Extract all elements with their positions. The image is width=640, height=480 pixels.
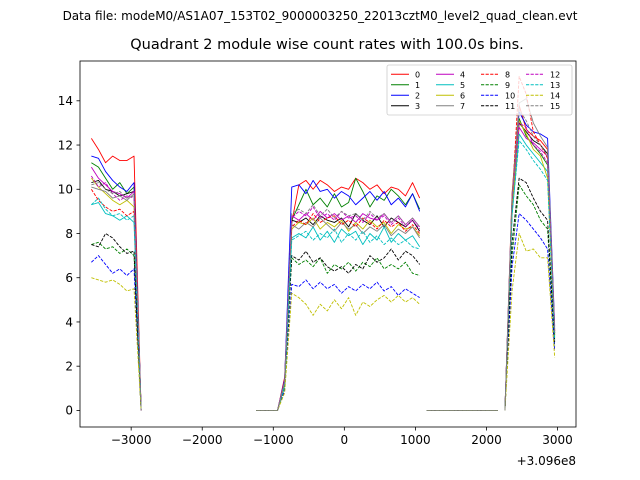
legend-entry-15: 15 <box>526 102 560 111</box>
x-axis-offset-label: +3.096e8 <box>517 454 576 468</box>
series-6-line-segment <box>91 177 142 411</box>
series-10-line-segment <box>504 213 556 411</box>
series-2-line-segment <box>91 155 142 411</box>
legend-entry-1: 1 <box>391 81 420 90</box>
series-0-line-segment <box>90 138 142 411</box>
legend-label: 2 <box>415 91 420 100</box>
legend-entry-14: 14 <box>526 91 560 100</box>
legend-label: 11 <box>505 102 515 111</box>
legend-label: 6 <box>460 91 465 100</box>
series-3-line-segment <box>91 179 142 411</box>
series-14-line-segment <box>91 277 142 411</box>
series-7-line-segment <box>256 217 421 411</box>
y-tick-label: 6 <box>65 271 73 285</box>
legend-entry-0: 0 <box>391 70 420 79</box>
series-15 <box>91 109 556 411</box>
series-15-line-segment <box>91 182 142 411</box>
axes-frame <box>79 60 577 428</box>
series-lines <box>90 76 556 411</box>
series-9-line-segment <box>504 184 556 411</box>
x-tick-label: −2000 <box>182 433 223 447</box>
x-tick-label: 3000 <box>542 433 573 447</box>
legend-label: 13 <box>550 81 560 90</box>
legend-label: 9 <box>505 81 510 90</box>
legend-entry-11: 11 <box>481 102 515 111</box>
y-tick-label: 0 <box>65 404 73 418</box>
x-tick-label: 0 <box>341 433 349 447</box>
legend-label: 14 <box>550 91 560 100</box>
series-14-line-segment <box>256 292 420 411</box>
y-tick-label: 8 <box>65 227 73 241</box>
figure-suptitle: Data file: modeM0/AS1A07_153T02_90000032… <box>63 9 578 23</box>
series-14-line-segment <box>504 233 556 411</box>
legend-entry-13: 13 <box>526 81 560 90</box>
chart-title: Quadrant 2 module wise count rates with … <box>130 37 524 53</box>
x-tick-label: 2000 <box>471 433 502 447</box>
y-tick-label: 12 <box>58 138 73 152</box>
series-1-line-segment <box>91 162 142 411</box>
series-9-line-segment <box>256 257 420 411</box>
series-6-line-segment <box>504 120 556 411</box>
series-12-line-segment <box>504 122 556 411</box>
x-tick-label: −3000 <box>111 433 152 447</box>
series-12-line-segment <box>90 175 142 411</box>
legend-label: 0 <box>415 70 420 79</box>
legend-label: 10 <box>505 91 515 100</box>
legend-entry-10: 10 <box>481 91 515 100</box>
legend-entry-3: 3 <box>391 102 420 111</box>
legend-label: 3 <box>415 102 420 111</box>
series-11-line-segment <box>504 177 556 411</box>
legend-entry-2: 2 <box>391 91 420 100</box>
axes-background <box>80 61 576 427</box>
legend-label: 8 <box>505 70 510 79</box>
series-15-line-segment <box>256 204 421 411</box>
legend-entry-6: 6 <box>436 91 465 100</box>
series-10-line-segment <box>91 255 142 411</box>
series-13-line-segment <box>91 197 142 411</box>
x-tick-label: −1000 <box>253 433 294 447</box>
y-tick-label: 10 <box>58 183 73 197</box>
series-5-line-segment <box>91 202 142 411</box>
legend-label: 1 <box>415 81 420 90</box>
series-10-line-segment <box>256 279 420 411</box>
y-tick-label: 2 <box>65 359 73 373</box>
series-8-line-segment <box>504 76 556 411</box>
y-tick-label: 4 <box>65 315 73 329</box>
plot-area <box>80 61 576 427</box>
x-tick-label: 1000 <box>400 433 431 447</box>
series-9-line-segment <box>91 241 142 411</box>
series-13-line-segment <box>504 140 556 411</box>
legend-label: 15 <box>550 102 560 111</box>
series-11-line-segment <box>91 233 142 411</box>
y-tick-label: 14 <box>58 94 73 108</box>
legend-entry-9: 9 <box>481 81 510 90</box>
legend-label: 5 <box>460 81 465 90</box>
x-axis-ticks: −3000 −2000 −1000 0 1000 2000 3000 <box>111 427 573 447</box>
series-15-line-segment <box>504 109 556 411</box>
legend-entry-4: 4 <box>436 70 465 79</box>
legend-label: 4 <box>460 70 465 79</box>
legend-frame <box>386 64 573 116</box>
legend-entry-12: 12 <box>526 70 560 79</box>
series-8-line-segment <box>90 189 142 411</box>
legend-entry-5: 5 <box>436 81 465 90</box>
legend-entry-8: 8 <box>481 70 510 79</box>
series-13-line-segment <box>256 228 420 411</box>
y-axis-ticks: 0 2 4 6 8 10 12 14 <box>58 94 80 418</box>
legend-label: 7 <box>460 102 465 111</box>
legend-label: 12 <box>550 70 560 79</box>
series-12-line-segment <box>256 206 421 411</box>
legend-entry-7: 7 <box>436 102 465 111</box>
